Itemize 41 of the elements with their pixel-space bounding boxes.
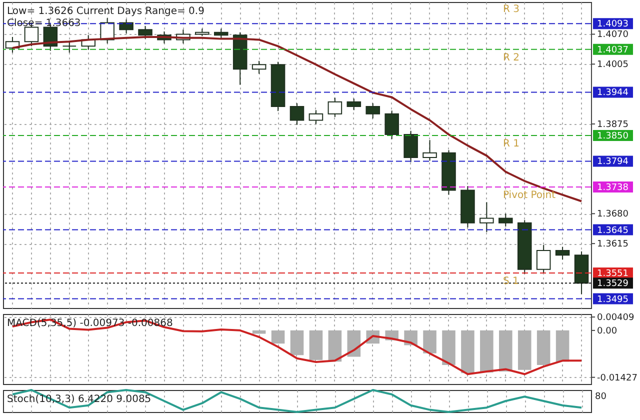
ref-line-label: 1.3738: [597, 182, 629, 193]
ref-line-label: 1.3645: [597, 226, 628, 236]
annotation: R 2: [503, 52, 520, 64]
y-tick-label: 0.00409: [597, 312, 634, 323]
candlestick: [119, 18, 134, 34]
candlestick: [214, 28, 228, 40]
candlestick: [555, 246, 570, 260]
y-tick-label: 1.3680: [597, 210, 629, 220]
ref-line-label: 1.3850: [597, 131, 629, 142]
candlestick: [366, 102, 380, 119]
candlestick: [328, 97, 342, 118]
ref-line-label: 1.4037: [597, 45, 628, 56]
candlestick: [498, 213, 513, 228]
candlestick: [536, 244, 551, 274]
annotation: S 1: [503, 276, 519, 288]
ref-line-label: 1.3495: [597, 294, 628, 305]
y-tick-label: -0.01427: [597, 373, 638, 384]
candlestick: [404, 130, 418, 163]
y-tick-label: 1.3875: [597, 120, 628, 130]
candlestick: [346, 98, 362, 111]
ref-line-label: 1.3551: [597, 269, 628, 280]
y-tick-label: 1.4070: [597, 30, 629, 40]
candlestick: [480, 202, 494, 233]
y-tick-label: 1.4005: [597, 60, 628, 70]
candlestick: [422, 140, 437, 162]
annotation: Low= 1.3626 Current Days Range= 0.9: [7, 6, 204, 17]
annotation: R 1: [503, 138, 520, 150]
candlestick: [138, 25, 152, 40]
ref-line-label: 1.3944: [597, 88, 629, 98]
annotation: Pivot Point: [503, 190, 556, 201]
ref-line-label: 1.4093: [597, 20, 628, 30]
y-tick-label: 1.3615: [597, 240, 628, 250]
ref-line-label: 1.3794: [597, 157, 629, 168]
text: 80: [595, 392, 607, 402]
annotation: R 3: [503, 4, 520, 15]
candlestick: [290, 102, 304, 126]
candlestick: [384, 110, 399, 140]
candlestick: [252, 60, 266, 74]
y-tick-label: 0.00: [597, 326, 618, 336]
candlestick: [308, 110, 324, 124]
ref-line-label: 1.3529: [597, 279, 629, 290]
